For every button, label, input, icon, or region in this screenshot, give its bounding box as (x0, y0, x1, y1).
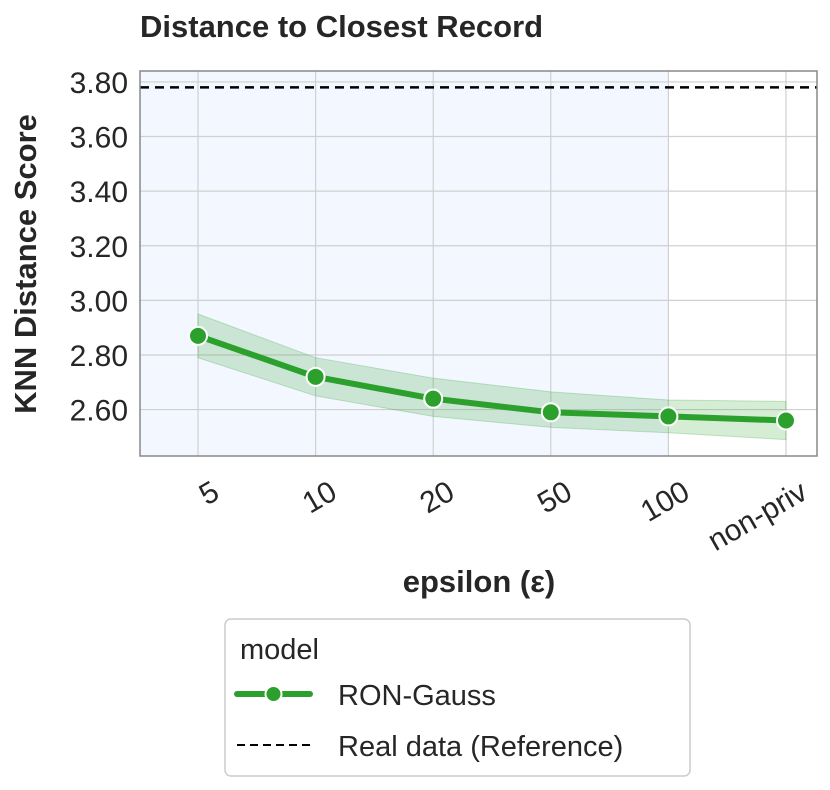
y-tick-label: 3.00 (70, 285, 128, 318)
x-tick-label: 5 (194, 475, 225, 512)
data-point-50 (540, 402, 561, 423)
x-tick-label: 50 (532, 475, 577, 520)
chart-title: Distance to Closest Record (140, 9, 543, 44)
y-axis-label: KNN Distance Score (8, 114, 43, 414)
series-line-ron-gauss (195, 332, 789, 424)
x-tick-label: 100 (635, 475, 695, 529)
legend: model RON-Gauss Real data (Reference) (224, 618, 691, 777)
y-tick-label: 3.20 (70, 231, 128, 264)
data-point-100 (658, 406, 679, 427)
x-tick-label: 10 (297, 475, 342, 520)
data-point-20 (423, 388, 444, 409)
legend-label-reference: Real data (Reference) (338, 731, 623, 763)
grid (140, 71, 817, 456)
x-tick-label: non-priv (702, 475, 812, 558)
data-point-5 (188, 325, 208, 346)
legend-marker-ron-gauss (264, 685, 283, 703)
y-tick-label: 2.80 (70, 340, 128, 373)
legend-title: model (240, 634, 319, 666)
legend-box (224, 618, 691, 777)
ci-band-ron-gauss (197, 313, 787, 441)
y-tick-label: 3.80 (70, 67, 128, 100)
y-tick-label: 2.60 (70, 395, 128, 428)
data-point-10 (305, 366, 326, 387)
plot-area (139, 70, 818, 457)
data-point-non-priv (776, 410, 796, 431)
y-tick-label: 3.40 (70, 176, 128, 209)
legend-label-ron-gauss: RON-Gauss (338, 680, 496, 712)
series-points (188, 325, 796, 431)
y-tick-label: 3.60 (70, 122, 128, 155)
plot-frame (139, 70, 818, 457)
x-axis-label: epsilon (ε) (403, 564, 556, 599)
x-tick-label: 20 (415, 475, 460, 520)
x-tick-labels: 5 10 20 50 100 non-priv (194, 475, 813, 558)
y-tick-labels: 2.60 2.80 3.00 3.20 3.40 3.60 3.80 (70, 67, 128, 428)
